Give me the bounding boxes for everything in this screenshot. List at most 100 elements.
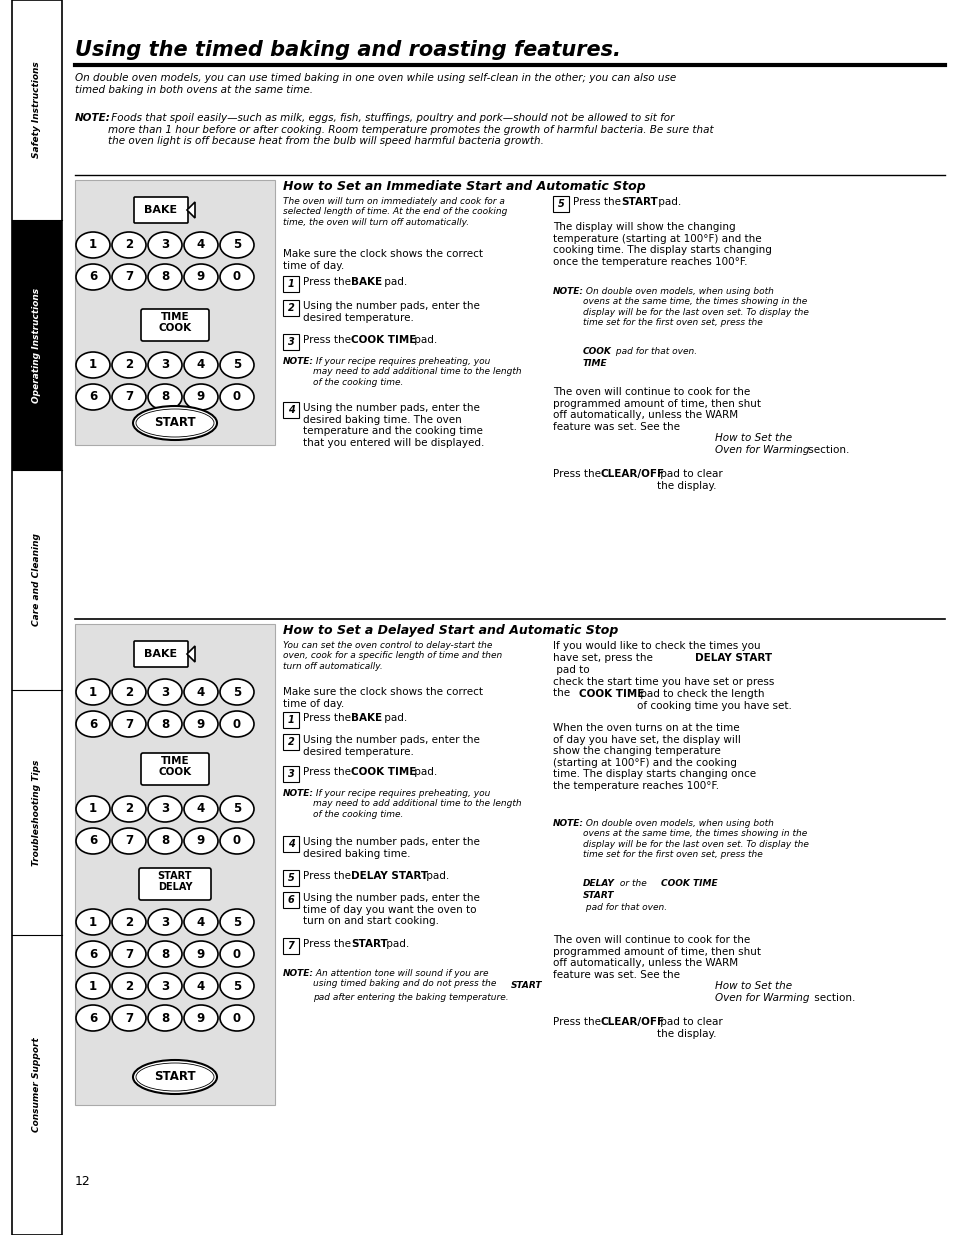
Text: START: START <box>351 939 387 948</box>
FancyBboxPatch shape <box>139 868 211 900</box>
Text: COOK TIME: COOK TIME <box>351 335 416 345</box>
Text: pad for that oven.: pad for that oven. <box>582 903 666 911</box>
Text: pad.: pad. <box>655 198 680 207</box>
Bar <box>553 196 568 212</box>
Text: 4: 4 <box>196 803 205 815</box>
FancyBboxPatch shape <box>141 753 209 785</box>
Ellipse shape <box>184 711 218 737</box>
Text: 6: 6 <box>89 947 97 961</box>
Ellipse shape <box>148 264 182 290</box>
Text: pad for that oven.: pad for that oven. <box>613 347 697 356</box>
Text: 5: 5 <box>233 358 241 372</box>
Text: NOTE:: NOTE: <box>75 112 111 124</box>
Bar <box>283 275 298 291</box>
Text: 5: 5 <box>558 199 564 209</box>
Text: 3: 3 <box>161 915 169 929</box>
Text: Foods that spoil easily—such as milk, eggs, fish, stuffings, poultry and pork—sh: Foods that spoil easily—such as milk, eg… <box>108 112 713 146</box>
Text: Using the number pads, enter the
time of day you want the oven to
turn on and st: Using the number pads, enter the time of… <box>303 893 479 926</box>
Ellipse shape <box>148 973 182 999</box>
Ellipse shape <box>220 384 253 410</box>
Ellipse shape <box>148 679 182 705</box>
Ellipse shape <box>184 384 218 410</box>
Text: 6: 6 <box>89 270 97 284</box>
Polygon shape <box>187 646 194 662</box>
Text: Press the: Press the <box>303 767 354 777</box>
Ellipse shape <box>148 352 182 378</box>
Text: 7: 7 <box>287 941 294 951</box>
Text: 5: 5 <box>233 685 241 699</box>
Bar <box>283 734 298 750</box>
Text: 4: 4 <box>196 979 205 993</box>
Ellipse shape <box>220 352 253 378</box>
Text: Using the number pads, enter the
desired temperature.: Using the number pads, enter the desired… <box>303 735 479 757</box>
Ellipse shape <box>76 797 110 823</box>
Text: Press the: Press the <box>573 198 623 207</box>
Ellipse shape <box>220 711 253 737</box>
Text: 9: 9 <box>196 718 205 730</box>
Text: 0: 0 <box>233 947 241 961</box>
Ellipse shape <box>184 973 218 999</box>
Text: Press the: Press the <box>303 713 354 722</box>
Ellipse shape <box>184 1005 218 1031</box>
Text: pad.: pad. <box>422 871 449 881</box>
Ellipse shape <box>112 352 146 378</box>
Text: START: START <box>582 890 614 900</box>
Ellipse shape <box>132 406 216 440</box>
Text: 7: 7 <box>125 835 132 847</box>
Text: COOK TIME: COOK TIME <box>660 879 717 888</box>
Text: How to Set an Immediate Start and Automatic Stop: How to Set an Immediate Start and Automa… <box>283 180 645 193</box>
Text: pad.: pad. <box>380 277 407 287</box>
Text: Troubleshooting Tips: Troubleshooting Tips <box>32 760 42 866</box>
Text: How to Set a Delayed Start and Automatic Stop: How to Set a Delayed Start and Automatic… <box>283 624 618 637</box>
Ellipse shape <box>76 352 110 378</box>
Ellipse shape <box>112 264 146 290</box>
Bar <box>75 180 274 445</box>
Ellipse shape <box>112 797 146 823</box>
Text: Operating Instructions: Operating Instructions <box>32 288 42 403</box>
Ellipse shape <box>132 1060 216 1094</box>
Text: 2: 2 <box>125 685 132 699</box>
Text: START: START <box>154 1071 195 1083</box>
Ellipse shape <box>76 1005 110 1031</box>
Text: START: START <box>157 871 193 881</box>
Text: 3: 3 <box>287 769 294 779</box>
Ellipse shape <box>220 797 253 823</box>
Bar <box>283 892 298 908</box>
Text: The display will show the changing
temperature (starting at 100°F) and the
cooki: The display will show the changing tempe… <box>553 222 771 267</box>
Text: BAKE: BAKE <box>144 205 177 215</box>
Ellipse shape <box>148 941 182 967</box>
Text: 2: 2 <box>287 737 294 747</box>
Text: When the oven turns on at the time
of day you have set, the display will
show th: When the oven turns on at the time of da… <box>553 722 756 790</box>
Text: DELAY: DELAY <box>157 882 193 892</box>
Text: Consumer Support: Consumer Support <box>32 1037 42 1132</box>
Text: 4: 4 <box>287 839 294 848</box>
Ellipse shape <box>112 1005 146 1031</box>
Text: 9: 9 <box>196 390 205 404</box>
Text: DELAY START: DELAY START <box>351 871 428 881</box>
Text: If your recipe requires preheating, you
may need to add additional time to the l: If your recipe requires preheating, you … <box>313 357 521 387</box>
Text: TIME: TIME <box>160 756 189 766</box>
Ellipse shape <box>112 909 146 935</box>
Text: COOK: COOK <box>158 767 192 777</box>
FancyBboxPatch shape <box>133 641 188 667</box>
Text: 0: 0 <box>233 390 241 404</box>
Text: On double oven models, when using both
ovens at the same time, the times showing: On double oven models, when using both o… <box>582 287 808 327</box>
Text: 7: 7 <box>125 390 132 404</box>
Bar <box>283 939 298 953</box>
Text: pad.: pad. <box>411 767 436 777</box>
Text: Oven for Warming: Oven for Warming <box>714 993 809 1003</box>
Text: Press the: Press the <box>303 939 354 948</box>
Bar <box>283 403 298 417</box>
Ellipse shape <box>148 711 182 737</box>
Bar <box>12 0 62 220</box>
Text: You can set the oven control to delay-start the
oven, cook for a specific length: You can set the oven control to delay-st… <box>283 641 501 671</box>
Ellipse shape <box>76 264 110 290</box>
Text: 3: 3 <box>161 685 169 699</box>
Text: NOTE:: NOTE: <box>283 789 314 798</box>
Text: section.: section. <box>804 445 848 454</box>
Text: 0: 0 <box>233 835 241 847</box>
Ellipse shape <box>184 827 218 853</box>
Text: COOK TIME: COOK TIME <box>578 689 643 699</box>
FancyBboxPatch shape <box>133 198 188 224</box>
Text: 4: 4 <box>196 238 205 252</box>
